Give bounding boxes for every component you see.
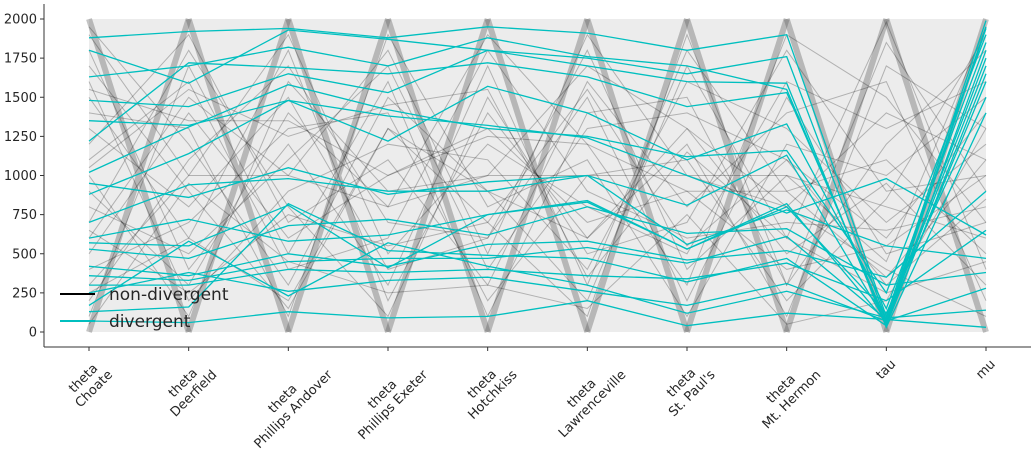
non-divergent-line bbox=[88, 49, 987, 318]
x-tick-label: tau bbox=[873, 357, 899, 383]
y-tick-label: 250 bbox=[12, 286, 37, 301]
non-divergent-line bbox=[88, 128, 987, 325]
x-tick-label: thetaHotchkiss bbox=[455, 357, 521, 423]
x-tick-label-line: tau bbox=[873, 357, 899, 383]
divergent-line bbox=[88, 57, 987, 321]
divergent-line bbox=[88, 206, 987, 286]
x-tick-label-text: thetaPhillips Andover bbox=[241, 357, 336, 450]
non-divergent-line bbox=[88, 112, 987, 270]
divergent-line bbox=[88, 97, 987, 315]
y-tick-label: 750 bbox=[12, 208, 37, 223]
non-divergent-line bbox=[88, 33, 987, 287]
x-tick-label-text: thetaChoate bbox=[62, 357, 116, 411]
non-divergent-line bbox=[88, 49, 987, 271]
divergent-line bbox=[88, 20, 987, 319]
density-ridge bbox=[285, 18, 391, 333]
divergent-line bbox=[88, 174, 987, 260]
x-tick-label-text: thetaMt. Hermon bbox=[749, 357, 824, 432]
y-tick-label: 2000 bbox=[4, 13, 37, 28]
non-divergent-line bbox=[88, 33, 987, 255]
non-divergent-line bbox=[88, 34, 987, 302]
x-tick-label-line: Phillips Exeter bbox=[356, 367, 432, 443]
x-tick-label-text: mu bbox=[973, 357, 998, 382]
divergent-line bbox=[88, 81, 987, 325]
non-divergent-line bbox=[88, 33, 987, 286]
x-tick-label: thetaLawrenceville bbox=[545, 357, 629, 441]
legend: non-divergent divergent bbox=[60, 285, 229, 332]
non-divergent-line bbox=[88, 49, 987, 318]
x-tick-label: thetaMt. Hermon bbox=[749, 357, 825, 433]
divergent-line bbox=[88, 190, 987, 278]
x-tick-label: thetaChoate bbox=[62, 357, 116, 411]
non-divergent-line bbox=[88, 65, 987, 318]
divergent-line bbox=[89, 229, 987, 302]
y-tick-label: 0 bbox=[29, 326, 37, 341]
y-tick-label: 500 bbox=[12, 247, 37, 262]
y-ticks: 0 250 500 750 1000 1250 1500 1750 2000 bbox=[4, 13, 44, 341]
x-tick-label-text: thetaLawrenceville bbox=[545, 357, 629, 441]
x-tick-label-line: Phillips Andover bbox=[252, 367, 337, 450]
non-divergent-line bbox=[88, 88, 987, 278]
x-tick-label-line: mu bbox=[973, 357, 998, 382]
non-divergent-line bbox=[88, 20, 987, 302]
divergent-line bbox=[88, 34, 987, 295]
divergent-line bbox=[88, 73, 987, 327]
divergent-line bbox=[88, 271, 987, 322]
divergent-line bbox=[88, 300, 987, 328]
x-tick-label-text: thetaDeerfield bbox=[157, 357, 220, 420]
y-tick-label: 1000 bbox=[4, 169, 37, 184]
x-tick-label-text: thetaHotchkiss bbox=[455, 357, 521, 423]
x-tick-label-text: thetaPhillips Exeter bbox=[345, 357, 431, 443]
x-tick-label: thetaDeerfield bbox=[157, 357, 220, 420]
divergent-line bbox=[88, 240, 987, 319]
legend-label-divergent: divergent bbox=[109, 312, 191, 332]
x-tick-label-text: tau bbox=[873, 357, 899, 383]
divergent-line bbox=[88, 62, 987, 323]
non-divergent-line bbox=[88, 49, 987, 318]
non-divergent-line bbox=[88, 65, 987, 271]
density-ridge bbox=[185, 18, 292, 333]
x-ticks: thetaChoate thetaDeerfield thetaPhillips A… bbox=[62, 347, 999, 452]
legend-label-non-divergent: non-divergent bbox=[109, 285, 229, 305]
x-tick-label: thetaPhillips Exeter bbox=[345, 357, 432, 443]
non-divergent-line bbox=[88, 33, 987, 318]
y-tick-label: 1750 bbox=[4, 52, 37, 67]
divergent-lines bbox=[88, 20, 987, 329]
divergent-line bbox=[88, 28, 987, 324]
y-tick-label: 1250 bbox=[4, 130, 37, 145]
x-tick-label: thetaSt. Paul's bbox=[656, 357, 719, 420]
divergent-line bbox=[88, 99, 987, 236]
divergent-line bbox=[88, 42, 987, 311]
x-tick-label: thetaPhillips Andover bbox=[241, 357, 337, 452]
non-divergent-line bbox=[88, 26, 987, 263]
y-tick-label: 1500 bbox=[4, 91, 37, 106]
x-tick-label: mu bbox=[973, 357, 998, 382]
x-tick-label-text: thetaSt. Paul's bbox=[656, 357, 719, 420]
